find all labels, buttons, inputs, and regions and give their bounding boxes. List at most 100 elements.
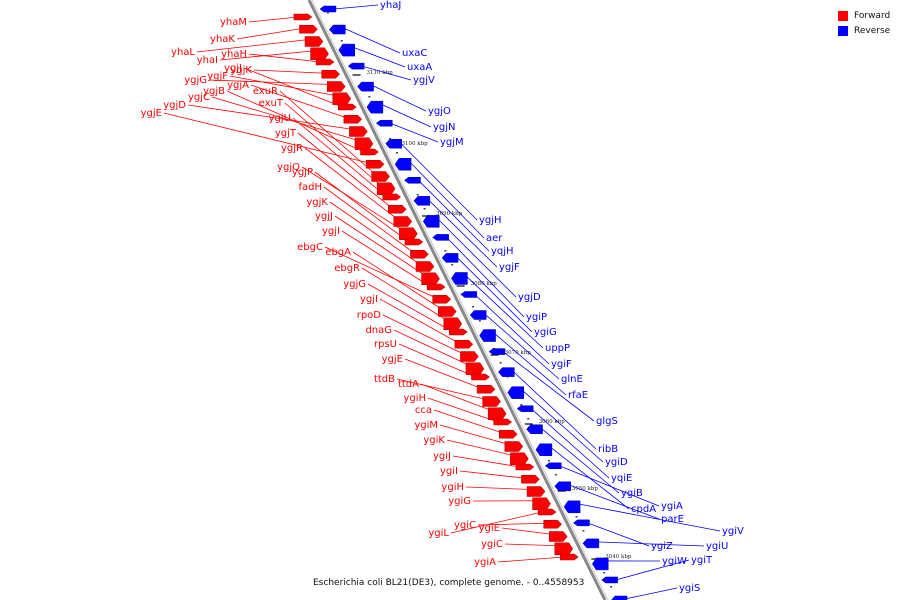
reverse-gene-label: ygiD	[605, 457, 628, 468]
forward-gene-block	[415, 261, 435, 272]
reverse-gene-glne: glnE	[469, 310, 583, 385]
tick-dot	[575, 516, 578, 518]
forward-gene-label: cca	[415, 405, 432, 416]
reverse-gene-block	[591, 557, 609, 571]
forward-leader-line	[465, 486, 532, 490]
reverse-leader-line	[530, 408, 610, 479]
reverse-gene-block	[526, 424, 543, 434]
forward-gene-label: ygjQ	[277, 162, 300, 173]
forward-leader-line	[433, 409, 504, 434]
forward-leader-line	[279, 90, 376, 175]
forward-gene-ygje: ygjE	[141, 108, 385, 169]
reverse-leader-line	[436, 218, 517, 298]
forward-gene-ygji: ygjI	[360, 294, 474, 349]
forward-leader-line	[393, 329, 471, 367]
tick-dot	[520, 404, 523, 406]
forward-gene-block	[354, 137, 374, 150]
reverse-leader-line	[624, 587, 678, 600]
forward-leader-line	[297, 132, 393, 209]
reverse-gene-ygiw: ygiW	[591, 556, 687, 571]
reverse-gene-yqjh: yqjH	[404, 177, 514, 257]
forward-gene-label: ygiK	[423, 435, 445, 446]
forward-gene-block	[421, 272, 440, 285]
reverse-gene-ygjm: ygjM	[375, 119, 464, 148]
reverse-leader-line	[596, 541, 705, 547]
forward-gene-label: ygiE	[479, 523, 500, 534]
reverse-gene-label: rfaE	[568, 390, 588, 401]
forward-gene-ygie: ygiE	[479, 523, 568, 542]
reverse-gene-cpda: cpdA	[535, 443, 656, 515]
reverse-gene-block	[347, 62, 365, 70]
forward-gene-label: ygjG	[343, 279, 366, 290]
forward-leader-line	[229, 75, 337, 97]
forward-gene-ygic: ygiC	[454, 520, 563, 531]
forward-gene-ttdb: ttdB	[374, 374, 501, 407]
reverse-gene-ygjo: ygjO	[357, 81, 451, 117]
tick-label-3090-kbp: 3090 kbp	[436, 211, 463, 217]
reverse-leader-line	[512, 370, 597, 450]
forward-gene-rpsu: rpsU	[374, 339, 490, 381]
reverse-gene-block	[507, 386, 524, 399]
reverse-gene-ygip: ygiP	[432, 234, 547, 323]
reverse-leader-line	[333, 4, 379, 10]
forward-gene-block	[399, 227, 418, 240]
reverse-gene-label: glnE	[561, 374, 583, 385]
tick-dot	[389, 138, 392, 140]
forward-leader-line	[352, 251, 443, 310]
forward-gene-block	[437, 306, 457, 317]
tick-dot	[395, 152, 398, 154]
forward-leader-line	[452, 455, 520, 468]
forward-gene-block	[371, 171, 390, 182]
forward-gene-block	[304, 36, 324, 47]
forward-gene-block	[504, 441, 524, 452]
reverse-gene-yhaj: yhaJ	[319, 0, 401, 13]
reverse-leader-line	[502, 351, 595, 422]
reverse-gene-ribb: ribB	[498, 367, 618, 455]
backbone-shadow	[311, 0, 609, 600]
forward-gene-label: yhaK	[210, 34, 235, 45]
forward-gene-label: ygiC	[454, 520, 476, 531]
reverse-gene-rfae: rfaE	[479, 329, 588, 401]
forward-gene-block	[410, 250, 429, 259]
forward-gene-yhal: yhaL	[171, 36, 324, 58]
reverse-gene-label: glgS	[596, 416, 618, 427]
forward-gene-label: ygjG	[184, 75, 207, 86]
tick-dot	[554, 474, 557, 476]
forward-gene-ygjc: ygjC	[188, 92, 374, 150]
forward-gene-block	[376, 182, 396, 195]
reverse-gene-block	[488, 348, 506, 355]
reverse-gene-block	[516, 405, 534, 412]
forward-gene-ygim: ygiM	[414, 420, 524, 452]
forward-gene-yhak: yhaK	[210, 25, 318, 45]
reverse-leader-line	[587, 522, 650, 547]
tick-dot	[471, 306, 474, 308]
forward-gene-block	[449, 328, 468, 336]
forward-leader-line	[497, 556, 565, 563]
reverse-gene-label: uxaA	[407, 62, 432, 73]
reverse-gene-label: ygiT	[691, 555, 713, 566]
forward-leader-line	[379, 298, 460, 344]
forward-gene-ebga: ebgA	[325, 247, 457, 317]
forward-gene-ttda: ttdA	[398, 379, 507, 420]
forward-gene-label: ygjB	[203, 86, 225, 97]
forward-gene-label: ygjE	[141, 108, 162, 119]
reverse-leader-line	[483, 313, 560, 380]
reverse-gene-uxaa: uxaA	[338, 43, 432, 73]
reverse-genes: yhaJ uxaC uxaA ygjV ygjO ygjN ygjM ygjH aer yqjH y…	[319, 0, 744, 600]
forward-gene-block	[360, 148, 379, 156]
forward-gene-label: ygjP	[292, 167, 313, 178]
forward-leader-line	[446, 439, 515, 457]
reverse-gene-label: ygjN	[433, 122, 456, 133]
forward-gene-ygia: ygiA	[474, 553, 579, 568]
forward-leader-line	[284, 102, 382, 187]
forward-gene-block	[454, 340, 474, 349]
forward-gene-block	[310, 47, 329, 60]
forward-gene-ygii: ygiI	[440, 466, 540, 484]
reverse-gene-ygib: ygiB	[526, 424, 643, 499]
tick-label-3050-kbp: 3050 kbp	[572, 486, 599, 492]
reverse-gene-label: uppP	[545, 343, 570, 354]
reverse-gene-label: ygiF	[551, 359, 572, 370]
tick-dot	[368, 96, 371, 98]
forward-gene-label: ygjT	[275, 128, 297, 139]
